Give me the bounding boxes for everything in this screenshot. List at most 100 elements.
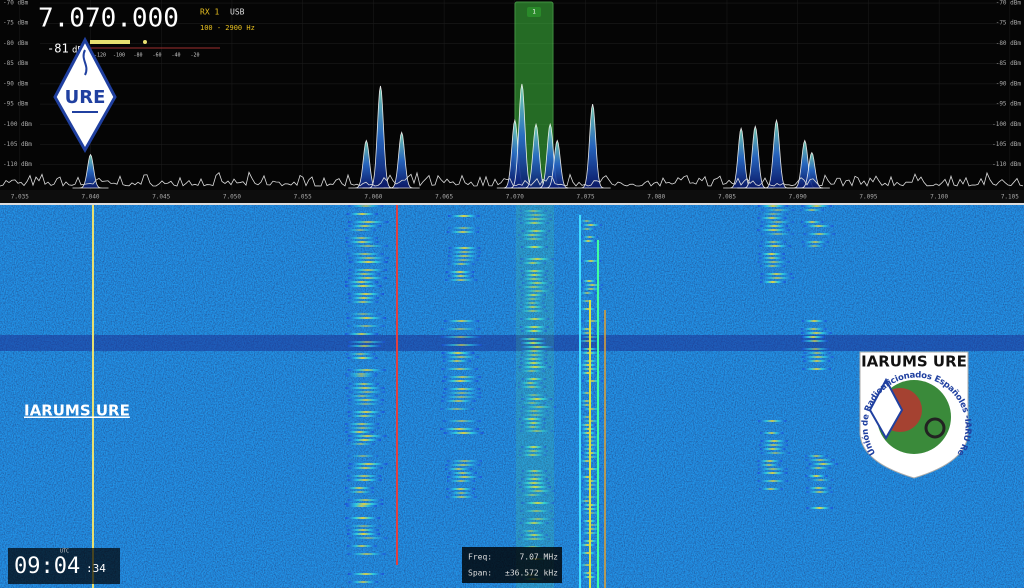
- waterfall-line: [578, 500, 596, 502]
- waterfall-line: [581, 320, 604, 322]
- waterfall-line: [448, 255, 481, 257]
- waterfall-line: [578, 424, 596, 426]
- waterfall-line: [348, 205, 384, 207]
- waterfall-line: [580, 572, 597, 574]
- waterfall-line: [579, 404, 595, 406]
- waterfall-band: [0, 335, 1024, 351]
- waterfall-line: [520, 358, 547, 360]
- waterfall-line: [578, 460, 596, 462]
- waterfall-line: [521, 282, 552, 284]
- waterfall-line: [581, 380, 603, 382]
- logo-text: URE: [65, 87, 106, 108]
- waterfall-line: [345, 373, 378, 375]
- waterfall-line: [800, 209, 824, 211]
- waterfall-line: [801, 340, 828, 342]
- waterfall-line: [448, 227, 480, 229]
- waterfall-line: [521, 274, 547, 276]
- meter-tick: -20: [190, 53, 199, 59]
- x-tick-label: 7.050: [223, 194, 241, 201]
- waterfall-line: [757, 217, 787, 219]
- waterfall-line: [347, 467, 383, 469]
- waterfall-line: [445, 464, 481, 466]
- waterfall-line: [348, 269, 388, 271]
- waterfall-line: [760, 432, 784, 434]
- waterfall-line: [578, 328, 596, 330]
- waterfall-line: [346, 213, 378, 215]
- waterfall-line: [448, 247, 481, 249]
- waterfall-line: [579, 428, 598, 430]
- waterfall-line: [801, 348, 830, 350]
- waterfall-line: [348, 383, 379, 385]
- waterfall-line: [518, 530, 543, 532]
- x-tick-label: 7.065: [435, 194, 453, 201]
- waterfall-line: [521, 414, 550, 416]
- span-value: ±36.572 kHz: [505, 569, 558, 578]
- waterfall-line: [445, 468, 473, 470]
- waterfall-line: [348, 257, 389, 259]
- waterfall-line: [803, 360, 831, 362]
- waterfall-line: [347, 455, 379, 457]
- waterfall-line: [442, 356, 479, 358]
- waterfall-line: [448, 492, 475, 494]
- meter-tick: -100: [113, 53, 125, 59]
- waterfall-line: [806, 507, 833, 509]
- waterfall-line: [518, 366, 552, 368]
- waterfall-line: [448, 251, 481, 253]
- waterfall-line: [347, 369, 386, 371]
- y-tick-label: -95 dBm: [3, 101, 29, 108]
- waterfall-line: [759, 245, 791, 247]
- level: -81: [47, 42, 69, 56]
- waterfall-line: [808, 463, 838, 465]
- waterfall-line: [440, 328, 481, 330]
- waterfall-line: [520, 258, 554, 260]
- waterfall-line: [447, 259, 479, 261]
- info-bg: [462, 547, 562, 583]
- waterfall-line: [347, 499, 384, 501]
- waterfall-line: [446, 496, 477, 498]
- waterfall-line: [519, 262, 547, 264]
- waterfall-line: [348, 415, 381, 417]
- waterfall-line: [801, 320, 827, 322]
- waterfall-line: [579, 372, 597, 374]
- waterfall-line: [581, 480, 601, 482]
- y-tick-label: -110 dBm: [3, 161, 32, 168]
- signal: [383, 131, 420, 189]
- clock-hm: 09:04: [14, 554, 80, 579]
- waterfall-line: [518, 370, 545, 372]
- y-tick-label: -85 dBm: [3, 60, 29, 67]
- waterfall-line: [521, 294, 546, 296]
- clock-seconds: :34: [86, 562, 106, 575]
- waterfall-line: [346, 505, 377, 507]
- rx: RX 1: [200, 8, 219, 17]
- waterfall-line: [345, 229, 376, 231]
- x-tick-label: 7.090: [789, 194, 807, 201]
- x-tick-label: 7.105: [1001, 194, 1019, 201]
- waterfall-line: [519, 486, 551, 488]
- waterfall-line: [760, 277, 795, 279]
- waterfall-line: [447, 275, 474, 277]
- y-tick-label: -110 dBm: [992, 161, 1021, 168]
- waterfall-line: [521, 446, 547, 448]
- waterfall-line: [345, 487, 374, 489]
- x-tick-label: 7.095: [859, 194, 877, 201]
- waterfall-line: [448, 215, 480, 217]
- waterfall-line: [347, 533, 381, 535]
- y-tick-label: -75 dBm: [3, 20, 29, 27]
- waterfall-line: [447, 263, 475, 265]
- waterfall-line: [345, 517, 381, 519]
- waterfall-line: [520, 278, 548, 280]
- waterfall-line: [800, 221, 824, 223]
- waterfall-line: [518, 494, 547, 496]
- waterfall-line: [520, 222, 549, 224]
- x-tick-label: 7.060: [364, 194, 382, 201]
- freq-label: Freq:: [468, 553, 492, 562]
- y-tick-label: -80 dBm: [3, 40, 29, 47]
- waterfall-line: [347, 221, 389, 223]
- waterfall-line: [759, 257, 785, 259]
- waterfall-line: [441, 344, 482, 346]
- waterfall-line: [801, 205, 832, 207]
- waterfall-line: [348, 439, 381, 441]
- waterfall-line: [803, 245, 826, 247]
- waterfall-line: [520, 270, 549, 272]
- waterfall-line: [347, 301, 379, 303]
